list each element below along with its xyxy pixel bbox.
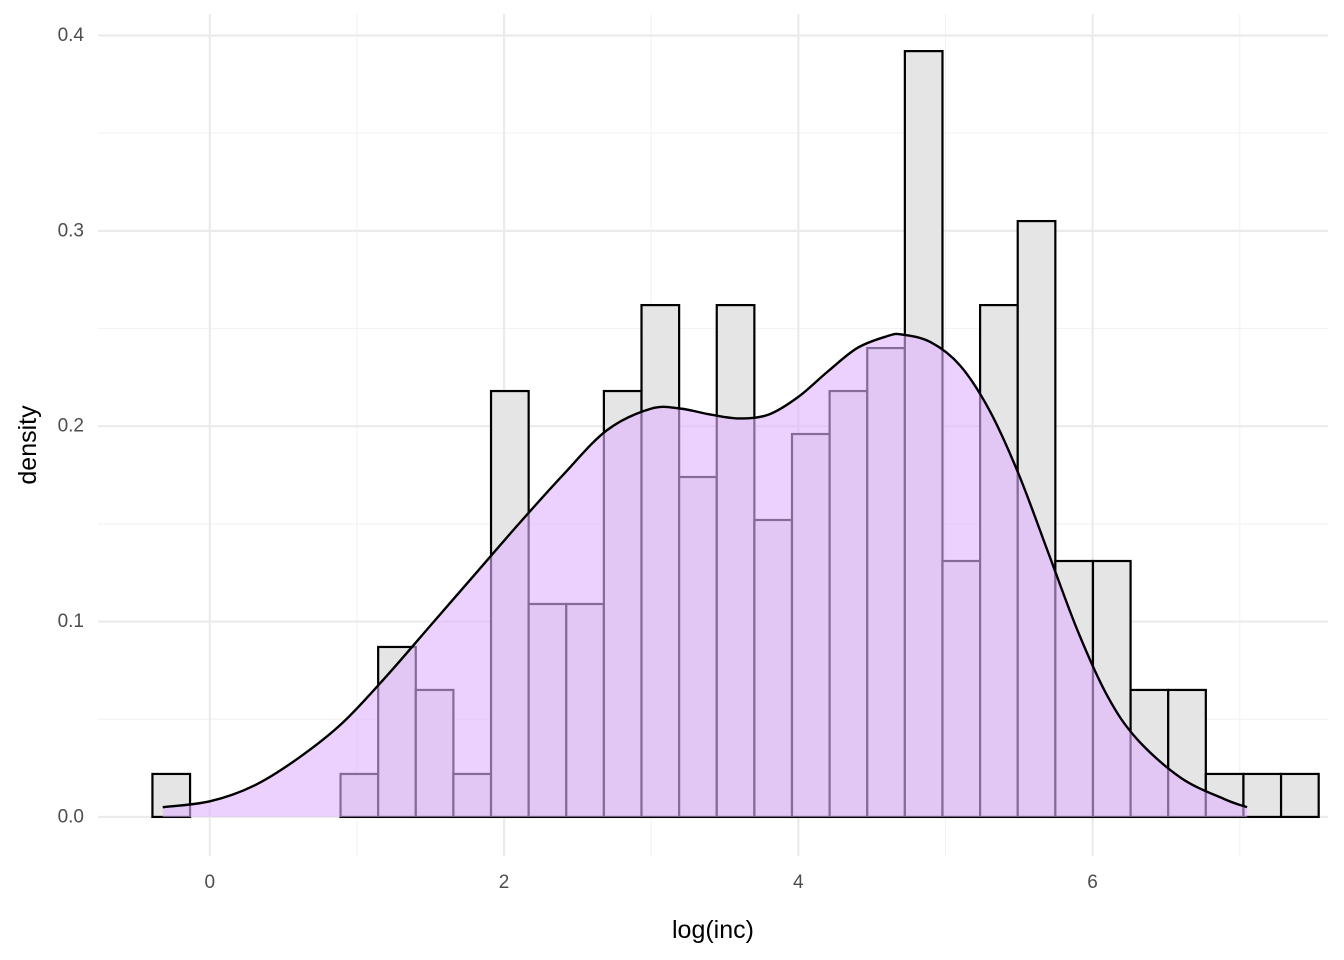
histogram-bar bbox=[1279, 772, 1320, 819]
y-axis-title: density bbox=[14, 405, 42, 485]
y-tick-label: 0.0 bbox=[58, 806, 84, 827]
x-axis-ticks: 0 2 4 6 bbox=[205, 872, 1098, 893]
x-axis-title: log(inc) bbox=[672, 916, 754, 944]
x-tick-label: 6 bbox=[1087, 872, 1098, 893]
histogram-bar bbox=[1242, 772, 1283, 819]
x-tick-label: 4 bbox=[793, 872, 804, 893]
y-axis-ticks: 0.0 0.1 0.2 0.3 0.4 bbox=[58, 25, 85, 827]
y-tick-label: 0.1 bbox=[58, 611, 84, 632]
y-tick-label: 0.4 bbox=[58, 25, 85, 46]
density-area bbox=[162, 333, 1248, 817]
x-tick-label: 0 bbox=[205, 872, 216, 893]
density-overlay bbox=[162, 332, 1248, 817]
density-line bbox=[162, 332, 1248, 809]
x-tick-label: 2 bbox=[499, 872, 510, 893]
y-tick-label: 0.3 bbox=[58, 220, 84, 241]
y-tick-label: 0.2 bbox=[58, 416, 84, 437]
